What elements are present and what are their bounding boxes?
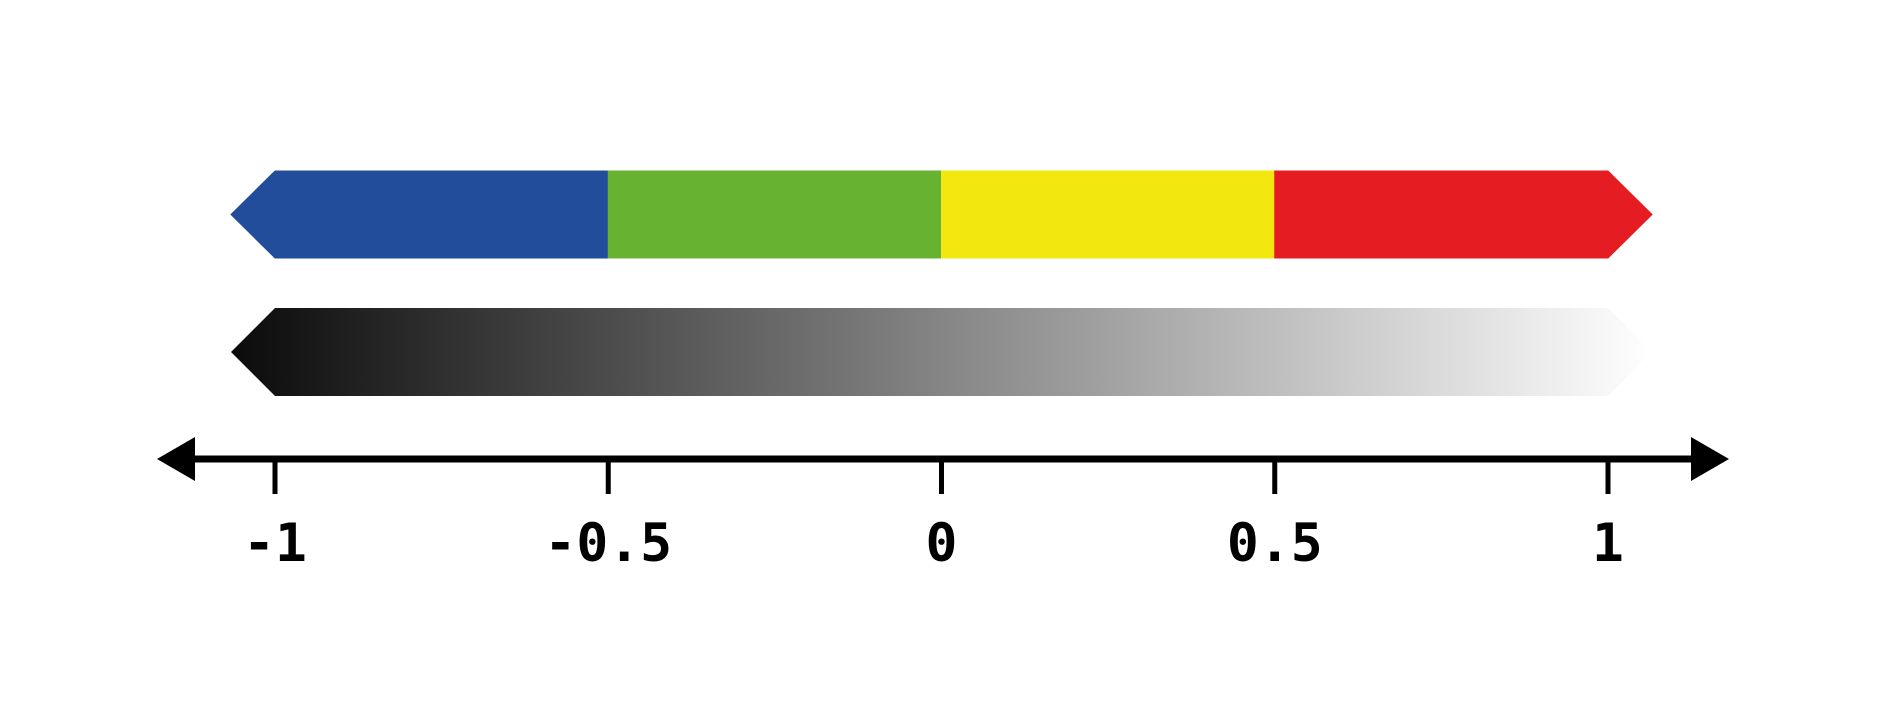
color-segment xyxy=(231,171,608,258)
axis-ticks: -1 -0.5 0 0.5 1 xyxy=(243,459,1624,574)
color-segment xyxy=(942,171,1275,258)
tick-label: 1 xyxy=(1592,513,1624,574)
number-axis: -1 -0.5 0 0.5 1 xyxy=(157,437,1729,574)
tick-label: -0.5 xyxy=(544,513,672,574)
color-segment xyxy=(608,171,941,258)
axis-left-arrow-icon xyxy=(157,437,195,481)
color-bar xyxy=(231,171,1652,258)
tick-label: -1 xyxy=(243,513,307,574)
axis-right-arrow-icon xyxy=(1691,437,1729,481)
color-segment xyxy=(1275,171,1652,258)
tick-label: 0 xyxy=(926,513,958,574)
gradient-bar xyxy=(231,308,1652,396)
tick-label: 0.5 xyxy=(1227,513,1323,574)
